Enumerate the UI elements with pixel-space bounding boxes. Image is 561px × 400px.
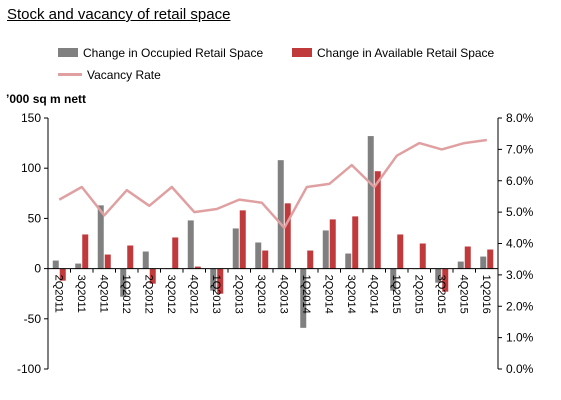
bar-available (307, 250, 314, 269)
legend-item-vacancy: Vacancy Rate (58, 67, 161, 82)
vacancy-rate-line (58, 138, 487, 230)
x-axis-tick-label: 4Q2014 (367, 275, 379, 314)
bar-available (194, 266, 201, 269)
bar-occupied (210, 268, 217, 291)
bar-occupied (390, 268, 397, 291)
bar-available (127, 245, 134, 269)
bar-occupied (52, 260, 59, 269)
bar-occupied (277, 160, 284, 269)
x-axis-tick-label: 2Q2011 (52, 275, 64, 313)
left-axis-tick-label: 0 (34, 262, 41, 276)
left-axis-unit: ’000 sq m nett (6, 92, 87, 106)
legend-label-vacancy: Vacancy Rate (87, 67, 161, 82)
legend-label-available: Change in Available Retail Space (317, 45, 495, 60)
x-axis-tick-label: 1Q2015 (390, 275, 402, 314)
bar-occupied (255, 242, 262, 269)
bar-occupied (322, 230, 329, 269)
left-axis-tick-label: 150 (21, 111, 41, 125)
legend-item-occupied: Change in Occupied Retail Space (58, 45, 263, 60)
left-axis-tick-label: -100 (17, 362, 41, 376)
left-axis-tick-label: 50 (28, 211, 42, 225)
bar-occupied (97, 205, 104, 269)
legend-swatch-available (292, 48, 312, 58)
bar-available (397, 234, 404, 269)
x-axis-tick-label: 2Q2013 (232, 275, 244, 314)
legend-swatch-vacancy (58, 73, 82, 77)
right-axis-tick-label: 3.0% (506, 268, 534, 282)
legend-label-occupied: Change in Occupied Retail Space (83, 45, 264, 60)
bar-occupied (345, 253, 352, 269)
bar-available (374, 171, 381, 269)
right-axis-tick-label: 6.0% (506, 174, 534, 188)
bar-available (352, 216, 359, 269)
x-axis-tick-label: 3Q2015 (435, 275, 447, 314)
x-axis-tick-label: 3Q2014 (345, 275, 357, 314)
bar-available (284, 203, 291, 269)
bar-available (59, 268, 66, 281)
x-axis-tick-label: 1Q2014 (300, 275, 312, 314)
bar-occupied (232, 228, 239, 269)
legend-item-available: Change in Available Retail Space (292, 45, 494, 60)
right-axis-tick-label: 8.0% (506, 111, 534, 125)
x-axis-tick-label: 4Q2011 (97, 275, 109, 313)
bar-available (442, 268, 449, 292)
bar-occupied (120, 268, 127, 297)
right-axis-tick-label: 5.0% (506, 205, 534, 219)
x-axis-tick-label: 2Q2014 (322, 275, 334, 314)
bar-occupied (367, 136, 374, 269)
right-axis-tick-label: 2.0% (506, 299, 534, 313)
x-axis-tick-label: 1Q2016 (480, 275, 492, 314)
bar-available (172, 237, 179, 269)
bar-occupied (480, 256, 487, 269)
bar-available (419, 243, 426, 269)
x-axis-tick-label: 4Q2012 (187, 275, 199, 314)
bar-available (487, 249, 494, 269)
bar-occupied (457, 261, 464, 269)
x-axis-tick-label: 4Q2015 (457, 275, 469, 314)
bar-available (149, 268, 156, 284)
bar-occupied (142, 251, 149, 269)
bar-occupied (435, 268, 442, 283)
x-axis-tick-label: 3Q2013 (255, 275, 267, 314)
bar-available (239, 210, 246, 269)
left-axis-tick-label: 100 (21, 161, 41, 175)
x-axis-tick-label: 1Q2013 (210, 275, 222, 314)
right-axis-tick-label: 0.0% (506, 362, 534, 376)
x-axis-tick-label: 4Q2013 (277, 275, 289, 314)
bar-available (329, 219, 336, 269)
legend-swatch-occupied (58, 48, 78, 58)
x-axis-tick-label: 2Q2015 (412, 275, 424, 314)
x-axis-tick-label: 3Q2012 (165, 275, 177, 314)
bar-available (464, 246, 471, 269)
right-axis-tick-label: 4.0% (506, 237, 534, 251)
right-axis-tick-label: 7.0% (506, 142, 534, 156)
bar-available (262, 250, 269, 269)
left-axis-tick-label: -50 (24, 312, 42, 326)
x-axis-tick-label: 1Q2012 (120, 275, 132, 314)
bar-occupied (75, 263, 82, 269)
bar-available (82, 234, 89, 269)
right-axis-tick-label: 1.0% (506, 331, 534, 345)
bar-available (104, 254, 111, 269)
bar-occupied (300, 268, 307, 328)
bar-occupied (187, 220, 194, 269)
bar-available (217, 268, 224, 294)
chart-title: Stock and vacancy of retail space (7, 6, 231, 23)
x-axis-tick-label: 3Q2011 (75, 275, 87, 313)
x-axis-tick-label: 2Q2012 (142, 275, 154, 314)
